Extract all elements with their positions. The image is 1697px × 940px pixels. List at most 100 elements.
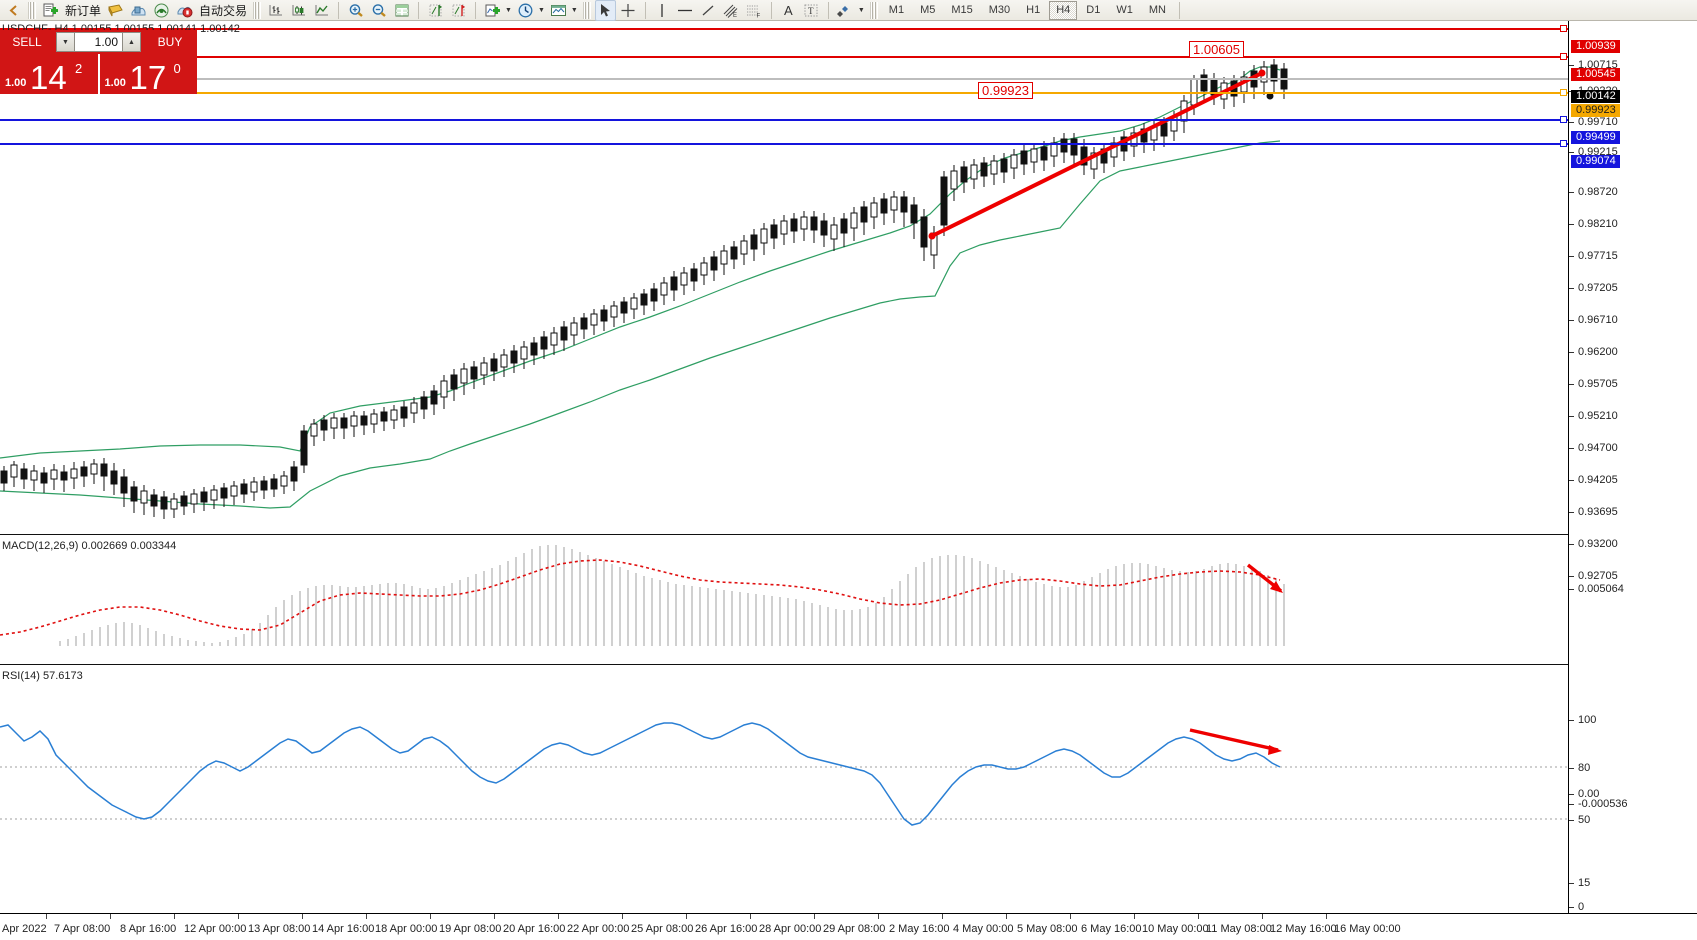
volume-decrease-button[interactable]: ▼ (56, 32, 75, 52)
timeframe-d1[interactable]: D1 (1086, 3, 1101, 16)
timeframe-m5[interactable]: M5 (920, 3, 936, 16)
fibonacci-icon[interactable]: F (744, 0, 765, 21)
volume-increase-button[interactable]: ▲ (122, 32, 141, 52)
grid-icon[interactable] (391, 0, 412, 21)
price-pane[interactable] (0, 21, 1568, 534)
vertical-line-icon[interactable] (652, 0, 673, 21)
timeframe-m30[interactable]: M30 (988, 3, 1011, 16)
macd-indicator-label: MACD(12,26,9) 0.002669 0.003344 (2, 540, 177, 552)
time-label-3: 12 Apr 00:00 (184, 923, 247, 935)
timeframe-mn[interactable]: MN (1148, 3, 1166, 16)
bar-chart-icon[interactable] (265, 0, 286, 21)
terminal-icon[interactable] (151, 0, 172, 21)
svg-text:F: F (757, 13, 761, 18)
rsi-pane[interactable] (0, 667, 1568, 913)
time-label-19: 11 May 08:00 (1206, 923, 1272, 935)
price-tag-099499[interactable]: 0.99499 (1571, 131, 1620, 144)
toolbar-separator-11 (1178, 1, 1180, 19)
cursor-icon[interactable] (594, 0, 616, 21)
pane-divider-2[interactable] (0, 664, 1568, 665)
resistance-price-label[interactable]: 1.00605 (1189, 41, 1244, 58)
price-tag-100939[interactable]: 1.00939 (1571, 40, 1620, 53)
buy-lot-size: 1.00 (104, 77, 126, 89)
level-line-100220[interactable] (0, 78, 1568, 80)
level-line-099074[interactable] (0, 143, 1568, 145)
level-handle-099923[interactable] (1560, 89, 1567, 96)
shapes-icon[interactable] (835, 0, 856, 21)
navigator-icon[interactable] (128, 0, 149, 21)
time-label-13: 29 Apr 08:00 (823, 923, 886, 935)
buy-price-block[interactable]: 1.00 17 0 (99, 54, 197, 96)
time-label-20: 12 May 16:00 (1270, 923, 1337, 935)
price-tag-100545[interactable]: 1.00545 (1571, 68, 1620, 81)
time-label-18: 10 May 00:00 (1142, 923, 1209, 935)
sell-price-big: 14 (30, 59, 67, 96)
price-scale[interactable]: 1.00939 1.00715 1.00545 1.00220 1.00142 … (1568, 21, 1697, 913)
volume-control[interactable]: ▼ 1.00 ▲ (54, 30, 143, 54)
timeframe-h4[interactable]: H4 (1049, 0, 1078, 20)
templates-icon[interactable] (548, 0, 569, 21)
time-label-11: 26 Apr 16:00 (695, 923, 758, 935)
price-tick-096710: 0.96710 (1569, 314, 1697, 327)
time-label-15: 4 May 00:00 (953, 923, 1014, 935)
macd-tick-min: -0.000536 (1569, 798, 1697, 811)
timeframe-h1[interactable]: H1 (1026, 3, 1041, 16)
timeframe-m1[interactable]: M1 (888, 3, 905, 16)
data-window-icon[interactable] (105, 0, 126, 21)
price-tick-095210: 0.95210 (1569, 410, 1697, 423)
timeframe-m15[interactable]: M15 (951, 3, 973, 16)
time-axis[interactable]: Apr 2022 7 Apr 08:00 8 Apr 16:00 12 Apr … (0, 913, 1697, 940)
buy-button[interactable]: BUY (143, 30, 197, 54)
level-handle-100939[interactable] (1560, 25, 1567, 32)
new-order-label[interactable]: 新订单 (65, 3, 102, 18)
level-handle-099499[interactable] (1560, 116, 1567, 123)
time-label-6: 18 Apr 00:00 (375, 923, 438, 935)
equidistant-channel-icon[interactable]: E (721, 0, 742, 21)
one-click-trading-panel[interactable]: SELL ▼ 1.00 ▲ BUY 1.00 14 2 1.00 17 0 (0, 30, 197, 96)
crosshair-icon[interactable] (618, 0, 639, 21)
price-tick-098720: 0.98720 (1569, 186, 1697, 199)
macd-pane[interactable] (0, 537, 1568, 660)
period-icon[interactable] (515, 0, 536, 21)
rsi-tick-100: 100 (1569, 714, 1697, 727)
trendline-icon[interactable] (698, 0, 719, 21)
text-icon[interactable]: A (784, 2, 793, 18)
level-line-099499[interactable] (0, 119, 1568, 121)
shift-end-icon[interactable] (425, 0, 446, 21)
volume-input[interactable]: 1.00 (75, 32, 122, 52)
support-price-label[interactable]: 0.99923 (978, 82, 1033, 99)
autotrading-label[interactable]: 自动交易 (199, 3, 248, 18)
price-tag-099074[interactable]: 0.99074 (1571, 155, 1620, 168)
new-order-icon[interactable] (40, 0, 61, 21)
horizontal-line-icon[interactable] (675, 0, 696, 21)
add-indicator-icon[interactable] (482, 0, 503, 21)
back-arrow-icon[interactable] (3, 0, 24, 21)
indicator-dropdown-caret-icon[interactable]: ▼ (505, 6, 512, 14)
label-icon[interactable]: T (801, 0, 822, 21)
trade-panel-price-row: 1.00 14 2 1.00 17 0 (0, 54, 197, 96)
auto-scroll-icon[interactable] (448, 0, 469, 21)
shapes-dropdown-caret-icon[interactable]: ▼ (857, 6, 865, 14)
zoom-in-icon[interactable] (345, 0, 366, 21)
level-line-099923[interactable] (0, 92, 1568, 94)
sell-button[interactable]: SELL (0, 30, 54, 54)
line-chart-icon[interactable] (311, 0, 332, 21)
level-line-100939[interactable] (0, 28, 1568, 30)
sell-price-block[interactable]: 1.00 14 2 (0, 54, 100, 96)
pane-divider-1[interactable] (0, 534, 1568, 535)
level-handle-100545[interactable] (1560, 53, 1567, 60)
templates-dropdown-caret-icon[interactable]: ▼ (570, 6, 578, 14)
level-handle-099074[interactable] (1560, 140, 1567, 147)
timeframe-w1[interactable]: W1 (1116, 3, 1133, 16)
rsi-indicator-label: RSI(14) 57.6173 (2, 670, 83, 682)
chart-area[interactable]: USDCHF-,H4 1.00155 1.00155 1.00141 1.001… (0, 21, 1697, 940)
level-line-100545[interactable] (0, 56, 1568, 58)
candlestick-chart-icon[interactable] (288, 0, 309, 21)
period-dropdown-caret-icon[interactable]: ▼ (537, 6, 545, 14)
price-tag-current[interactable]: 1.00142 (1571, 90, 1620, 103)
price-tag-099923[interactable]: 0.99923 (1571, 104, 1620, 117)
strategy-tester-icon[interactable] (174, 0, 195, 21)
price-tick-093200: 0.93200 (1569, 538, 1697, 551)
zoom-out-icon[interactable] (368, 0, 389, 21)
